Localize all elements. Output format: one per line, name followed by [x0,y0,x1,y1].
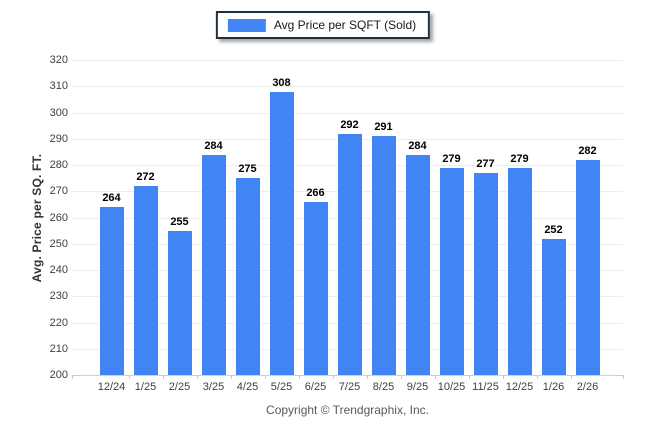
bar-value-label: 264 [102,192,121,204]
x-tick-label: 2/26 [576,381,599,393]
bar-value-label: 279 [510,152,529,165]
bar-value-label: 275 [238,163,257,176]
y-gridline [72,86,623,88]
x-tick-label: 3/25 [202,381,225,393]
y-gridline [72,112,623,114]
bar [507,167,532,375]
y-tick-label: 250 [49,237,68,250]
legend-label: Avg Price per SQFT (Sold) [273,18,417,32]
x-tick-label: 8/25 [372,381,395,393]
x-axis-tick [128,375,130,379]
x-axis-tick [162,375,164,379]
x-tick-label: 1/25 [134,381,157,393]
y-tick-label: 260 [49,211,68,224]
y-gridline [72,375,623,376]
y-tick-label: 280 [49,159,68,171]
y-tick-label: 220 [49,316,68,329]
y-gridline [72,60,623,61]
x-tick-label: 4/25 [236,381,259,393]
x-tick-label: 5/25 [270,381,293,393]
x-axis-tick [72,375,73,379]
y-tick-label: 200 [49,369,68,381]
copyright-text: Copyright © Trendgraphix, Inc. [266,403,429,417]
x-axis-tick [434,375,436,379]
y-tick-label: 290 [49,132,68,145]
bar [439,167,464,375]
bar [575,159,600,375]
x-axis-tick [570,375,572,379]
bar [371,136,396,375]
bar [303,201,328,375]
bar-value-label: 282 [578,144,597,157]
y-tick-label: 310 [49,80,68,93]
x-axis-tick [230,375,232,379]
x-axis-tick [502,375,504,379]
bar [167,230,192,375]
y-tick-label: 270 [49,185,68,198]
bar-value-label: 252 [544,223,563,236]
x-tick-label: 12/25 [505,381,534,393]
bar-value-label: 308 [272,76,291,89]
x-tick-label: 1/26 [542,381,565,393]
bar-value-label: 291 [374,121,393,134]
x-axis-tick [366,375,368,379]
bar [337,133,362,375]
y-tick-label: 300 [49,106,68,119]
x-tick-label: 6/25 [304,381,327,393]
bar-value-label: 277 [476,157,495,170]
bar-value-label: 255 [170,215,189,228]
bar-value-label: 272 [136,171,155,183]
bar [405,154,430,375]
x-axis-tick [298,375,300,379]
bar [99,207,124,375]
bar-value-label: 284 [408,139,427,152]
x-tick-label: 2/25 [168,381,191,393]
x-axis-tick [468,375,470,379]
bar [201,154,226,375]
x-axis-tick [536,375,538,379]
y-tick-label: 320 [49,54,68,66]
y-tick-label: 230 [49,290,68,303]
bar [133,186,158,375]
bar-value-label: 284 [204,139,223,152]
bar-value-label: 266 [306,186,325,199]
bar [269,91,294,375]
bar-value-label: 279 [442,152,461,165]
x-tick-label: 11/25 [472,381,499,393]
x-tick-label: 7/25 [338,381,361,393]
y-tick-label: 210 [49,342,68,355]
x-axis-tick [332,375,334,379]
x-tick-label: 12/24 [97,381,126,393]
x-tick-label: 9/25 [406,381,429,393]
legend-color-swatch-icon [227,18,266,32]
bar [235,178,260,375]
x-axis-tick [196,375,198,379]
x-axis-tick [264,375,266,379]
legend: Avg Price per SQFT (Sold) [215,11,431,39]
bar [473,172,498,375]
bar [541,238,566,375]
x-axis-tick [400,375,402,379]
x-tick-label: 10/25 [437,381,466,393]
x-axis-tick [623,375,624,379]
y-tick-label: 240 [49,264,68,276]
bar-value-label: 292 [340,118,359,131]
